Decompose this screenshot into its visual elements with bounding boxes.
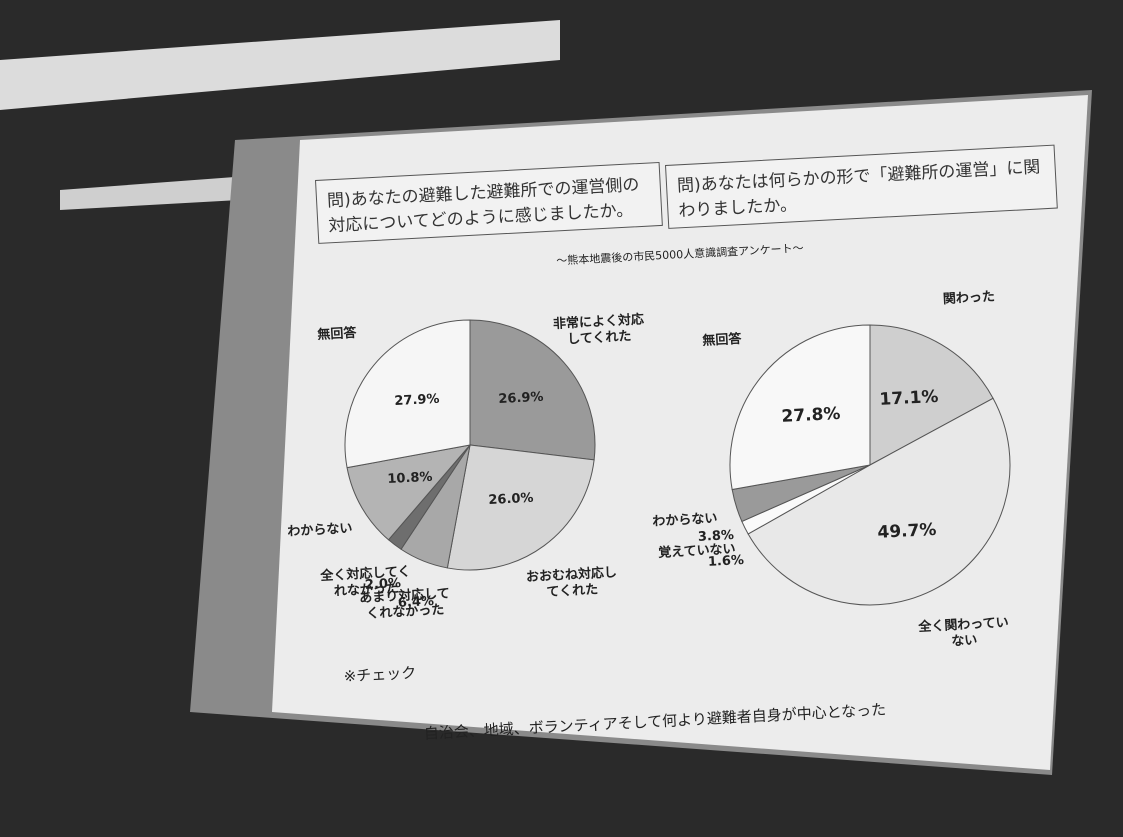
category-label: おおむね対応してくれた xyxy=(521,565,623,603)
scene xyxy=(0,0,1123,837)
value-label: 26.9% xyxy=(498,390,544,409)
value-label: 3.8% xyxy=(698,528,735,546)
value-label: 26.0% xyxy=(488,491,534,510)
note-heading: ※チェック xyxy=(343,664,416,687)
value-label: 27.9% xyxy=(394,392,440,411)
value-label: 2.0% xyxy=(365,576,402,594)
value-label: 17.1% xyxy=(879,387,939,411)
category-label: 非常によく対応してくれた xyxy=(548,312,650,350)
value-label: 10.8% xyxy=(387,470,433,489)
value-label: 49.7% xyxy=(877,520,937,544)
category-label: 全く関わっていない xyxy=(913,615,1015,653)
value-label: 27.8% xyxy=(781,403,841,427)
photo: 問)あなたの避難した避難所での運営側の対応についてどのように感じましたか。 問)… xyxy=(0,0,1123,837)
value-label: 1.6% xyxy=(708,553,745,571)
ceiling-light xyxy=(0,20,560,110)
